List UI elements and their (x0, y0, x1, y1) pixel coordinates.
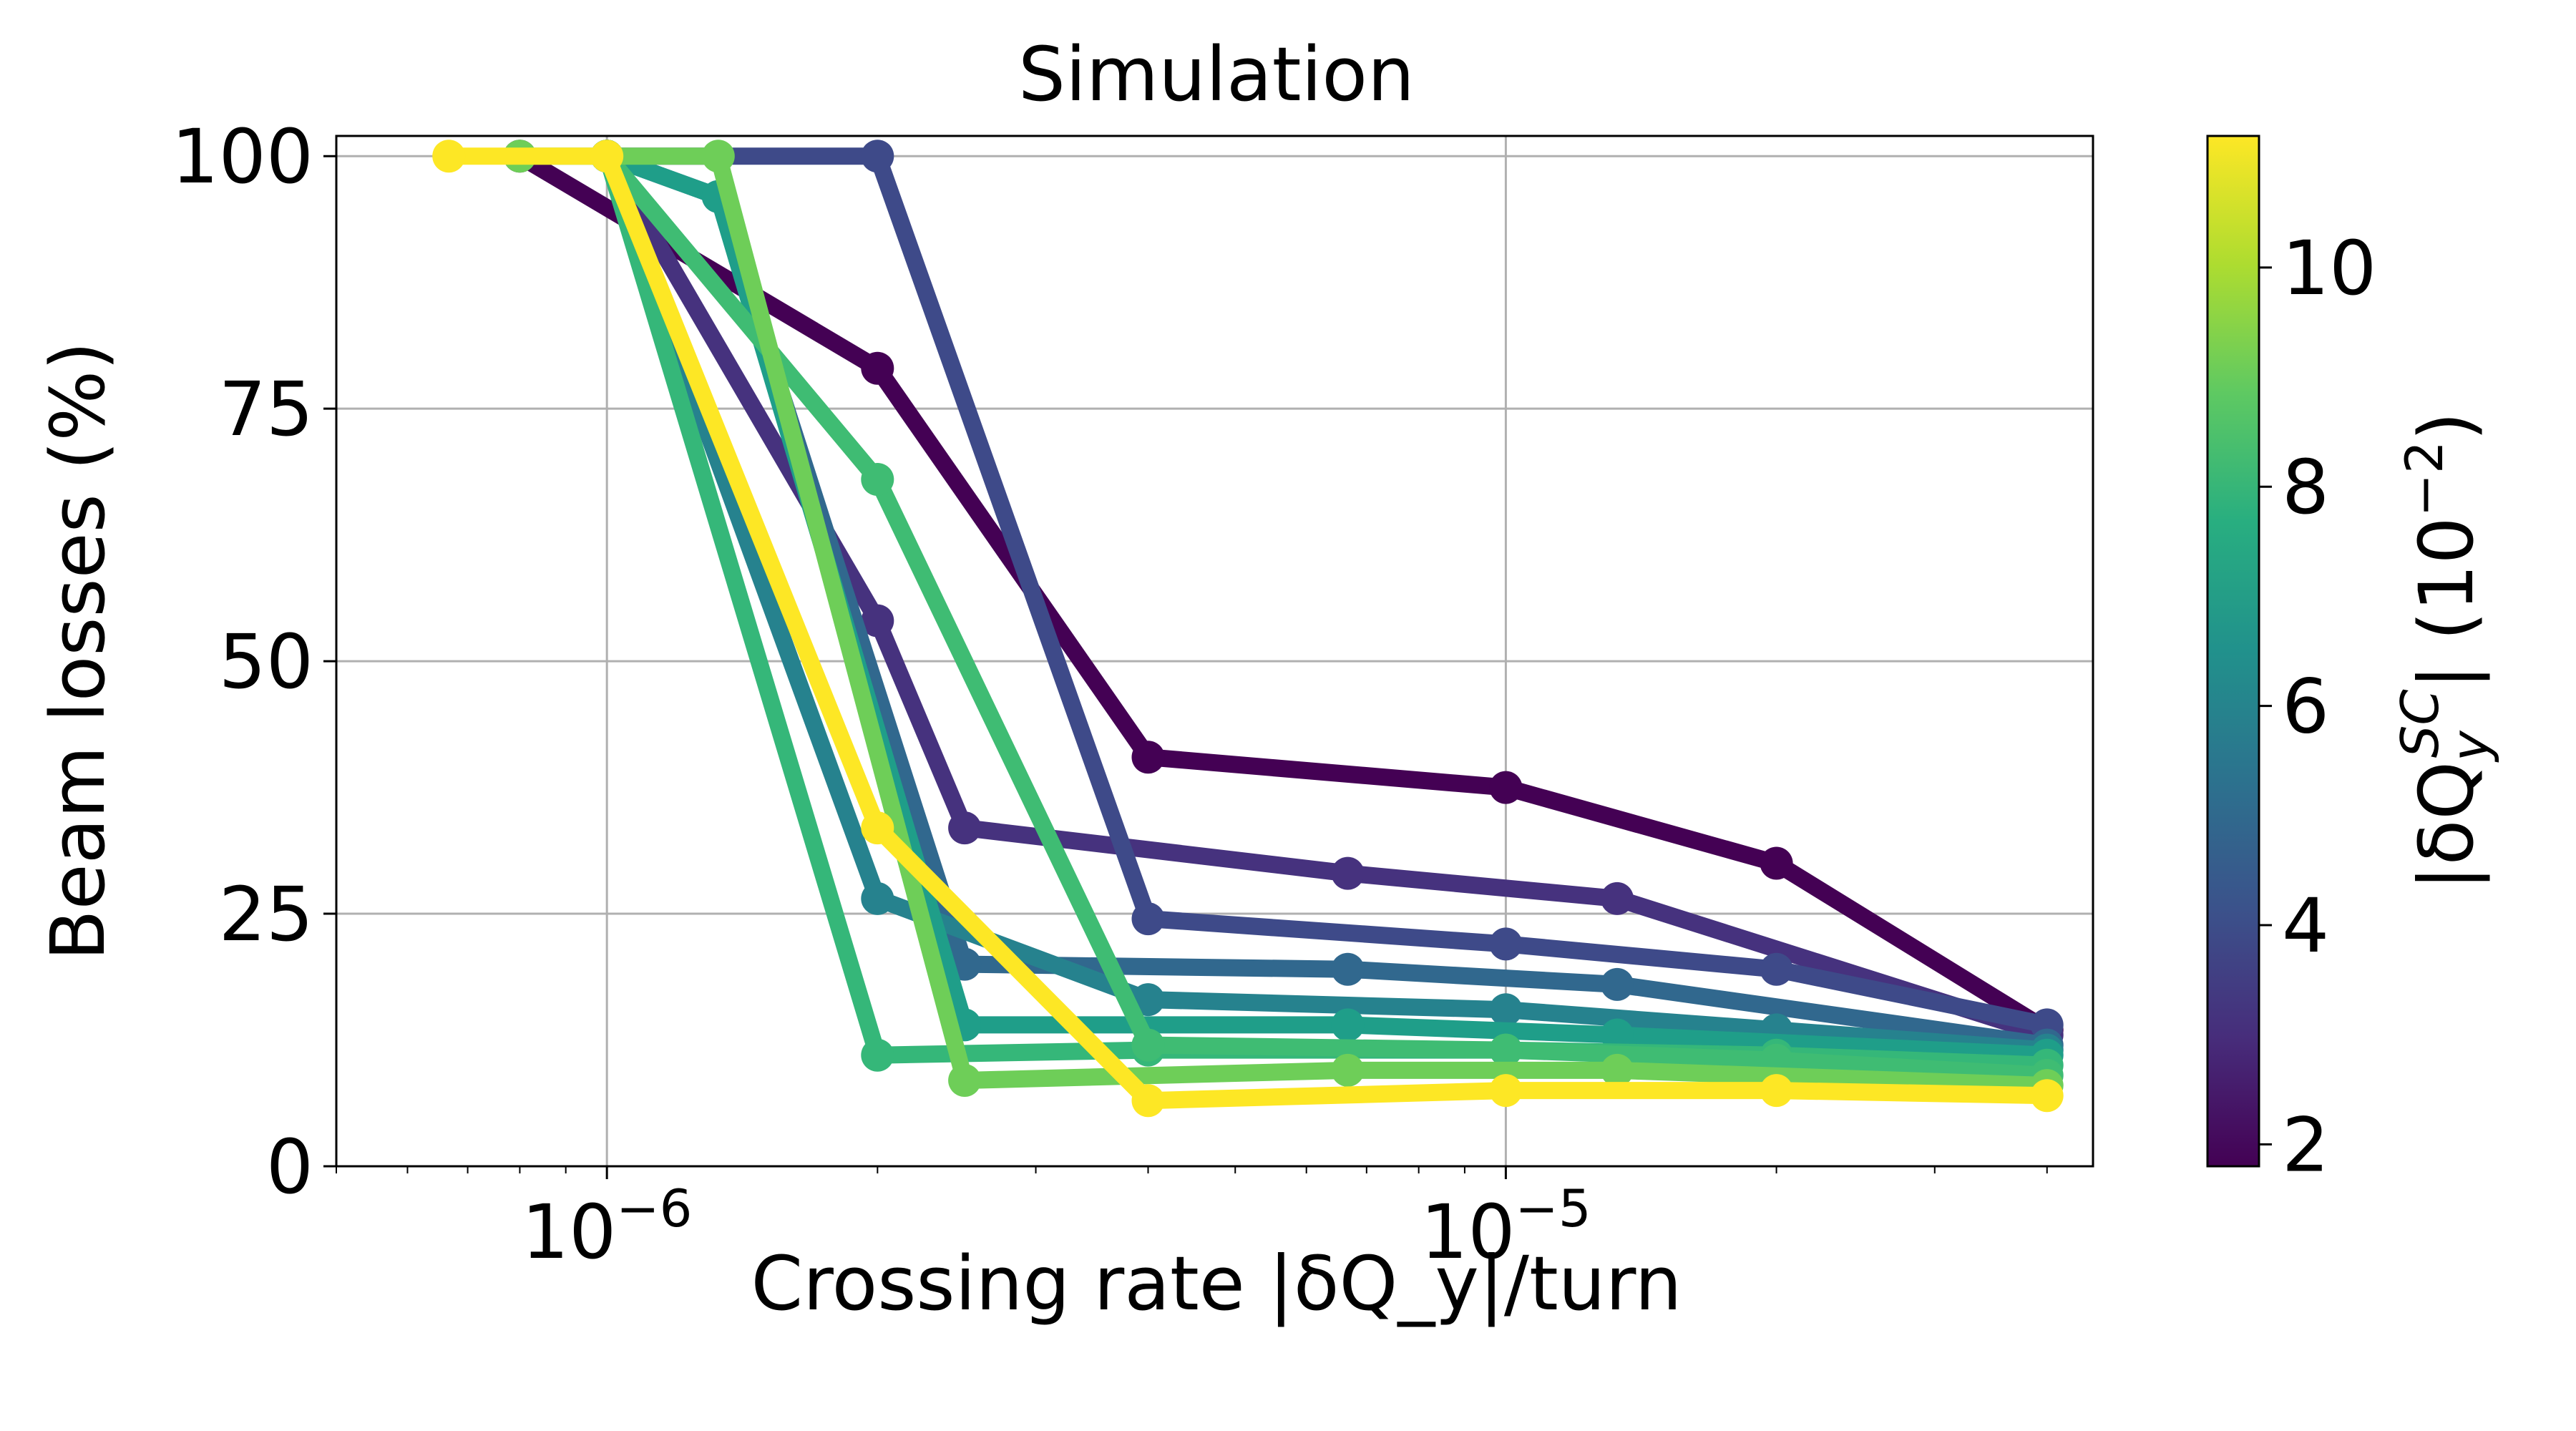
colorbar-tick-label: 6 (2282, 663, 2329, 751)
series-line (598, 147, 2056, 1059)
data-point (861, 140, 894, 173)
series-layer (432, 140, 2064, 1118)
colorbar-tick-label: 8 (2282, 444, 2329, 531)
data-point (1760, 846, 1793, 880)
data-point (1131, 902, 1165, 936)
data-point (1489, 1074, 1523, 1108)
colorbar-label-main: |δQ (2403, 761, 2490, 891)
data-point (1131, 1028, 1165, 1062)
data-point (701, 140, 735, 173)
data-point (1489, 927, 1523, 961)
data-point (1131, 1084, 1165, 1118)
data-point (1489, 771, 1523, 804)
y-tick-label: 50 (219, 618, 313, 705)
colorbar-tick-label: 2 (2282, 1101, 2329, 1188)
colorbar-label-sub: y (2440, 730, 2500, 763)
data-point (1601, 967, 1634, 1001)
colorbar-label: |δQySC| (10−2) (2390, 412, 2500, 891)
series-line (598, 147, 2056, 1084)
data-point (861, 351, 894, 385)
series-line (598, 147, 2056, 1064)
data-point (1131, 741, 1165, 774)
data-point (1601, 1053, 1634, 1087)
data-point (948, 1064, 982, 1097)
data-point (861, 463, 894, 496)
chart-title: Simulation (1018, 31, 1415, 118)
data-point (432, 140, 466, 173)
x-tick-label: 10−6 (522, 1178, 692, 1276)
series-line (511, 147, 2056, 1039)
x-tick-label: 10−5 (1420, 1178, 1591, 1276)
y-tick-label: 0 (266, 1123, 313, 1211)
x-axis-ticks: 10−6 10−5 (336, 1166, 2048, 1276)
colorbar-label-close: ) (2403, 412, 2490, 441)
plot-frame (335, 135, 2094, 1168)
data-point (861, 1038, 894, 1072)
colorbar-tick-label: 4 (2282, 882, 2329, 970)
data-point (861, 881, 894, 915)
data-point (1331, 856, 1365, 890)
x-axis-label: Crossing rate |δQ_y|/turn (751, 1240, 1682, 1327)
colorbar-label-tail: | (10 (2403, 517, 2490, 689)
y-tick-label: 100 (171, 113, 313, 200)
data-point (1760, 1074, 1793, 1108)
data-point (1331, 1053, 1365, 1087)
data-point (861, 604, 894, 638)
colorbar-label-exp: −2 (2394, 441, 2454, 517)
colorbar-label-sup: SC (2390, 689, 2450, 758)
x-axis-label-text: Crossing rate |δQ_y|/turn (751, 1240, 1682, 1327)
data-point (1331, 1008, 1365, 1042)
y-axis-ticks: 0 25 50 75 100 (171, 113, 336, 1211)
series-dQsc=7.3 (590, 140, 2064, 1082)
data-point (1760, 952, 1793, 986)
data-point (861, 811, 894, 845)
data-point (1131, 983, 1165, 1017)
y-tick-label: 25 (219, 871, 313, 958)
data-point (1331, 952, 1365, 986)
series-line (598, 147, 2056, 1034)
series-dQsc=11 (432, 140, 2064, 1118)
data-point (1601, 881, 1634, 915)
data-point (948, 811, 982, 845)
data-point (1601, 1018, 1634, 1052)
data-point (590, 140, 624, 173)
y-axis-label: Beam losses (%) (34, 341, 122, 961)
series-dQsc=9.1 (503, 140, 2064, 1103)
colorbar-tick-label: 10 (2282, 225, 2376, 312)
y-tick-label: 75 (219, 366, 313, 453)
colorbar-ticks: 2 4 6 8 10 (2259, 225, 2376, 1188)
series-line (598, 147, 2056, 1054)
series-line (511, 147, 2056, 1095)
data-point (1489, 993, 1523, 1027)
data-point (2030, 1079, 2064, 1113)
series-dQsc=8.2 (590, 140, 2064, 1092)
data-point (1489, 1033, 1523, 1067)
colorbar (2206, 135, 2260, 1168)
